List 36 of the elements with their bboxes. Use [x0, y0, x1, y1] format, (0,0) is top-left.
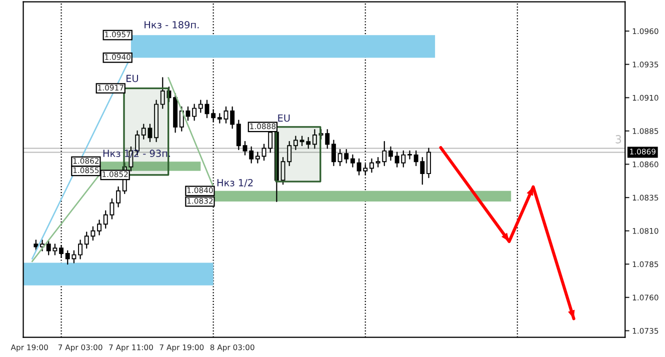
candlestick — [78, 240, 83, 260]
candlestick — [388, 146, 393, 161]
candlestick — [312, 129, 317, 149]
candlestick — [186, 106, 190, 121]
annotation: 3 — [616, 135, 622, 144]
annotation: Нкз 1/2 — [217, 178, 253, 188]
candlestick — [350, 154, 355, 168]
candlestick — [116, 186, 121, 208]
candlestick — [318, 129, 324, 140]
candlestick — [192, 104, 197, 121]
candlestick — [306, 137, 311, 149]
candlestick — [166, 86, 172, 102]
candlestick — [369, 158, 374, 173]
candlestick — [236, 120, 241, 150]
candlestick — [34, 240, 38, 252]
candlestick — [293, 136, 298, 150]
candlestick — [407, 150, 412, 160]
candlestick — [230, 106, 235, 129]
annotation: Нкз - 189п. — [144, 21, 199, 28]
candlestick — [249, 146, 254, 164]
candlestick — [224, 106, 228, 124]
candlestick — [255, 152, 260, 164]
candlestick — [179, 106, 184, 132]
candlestick — [287, 141, 292, 166]
candlestick — [97, 220, 102, 236]
candlestick — [242, 141, 248, 156]
candlestick — [331, 140, 336, 166]
candlestick — [198, 100, 203, 113]
candlestick — [217, 113, 222, 124]
candlestick — [426, 148, 431, 178]
candlestick — [40, 240, 45, 252]
candlestick — [280, 157, 286, 185]
candlestick — [325, 129, 330, 149]
annotation: EU — [278, 114, 290, 122]
candlestick — [160, 77, 165, 109]
annotation: EU — [126, 74, 138, 82]
